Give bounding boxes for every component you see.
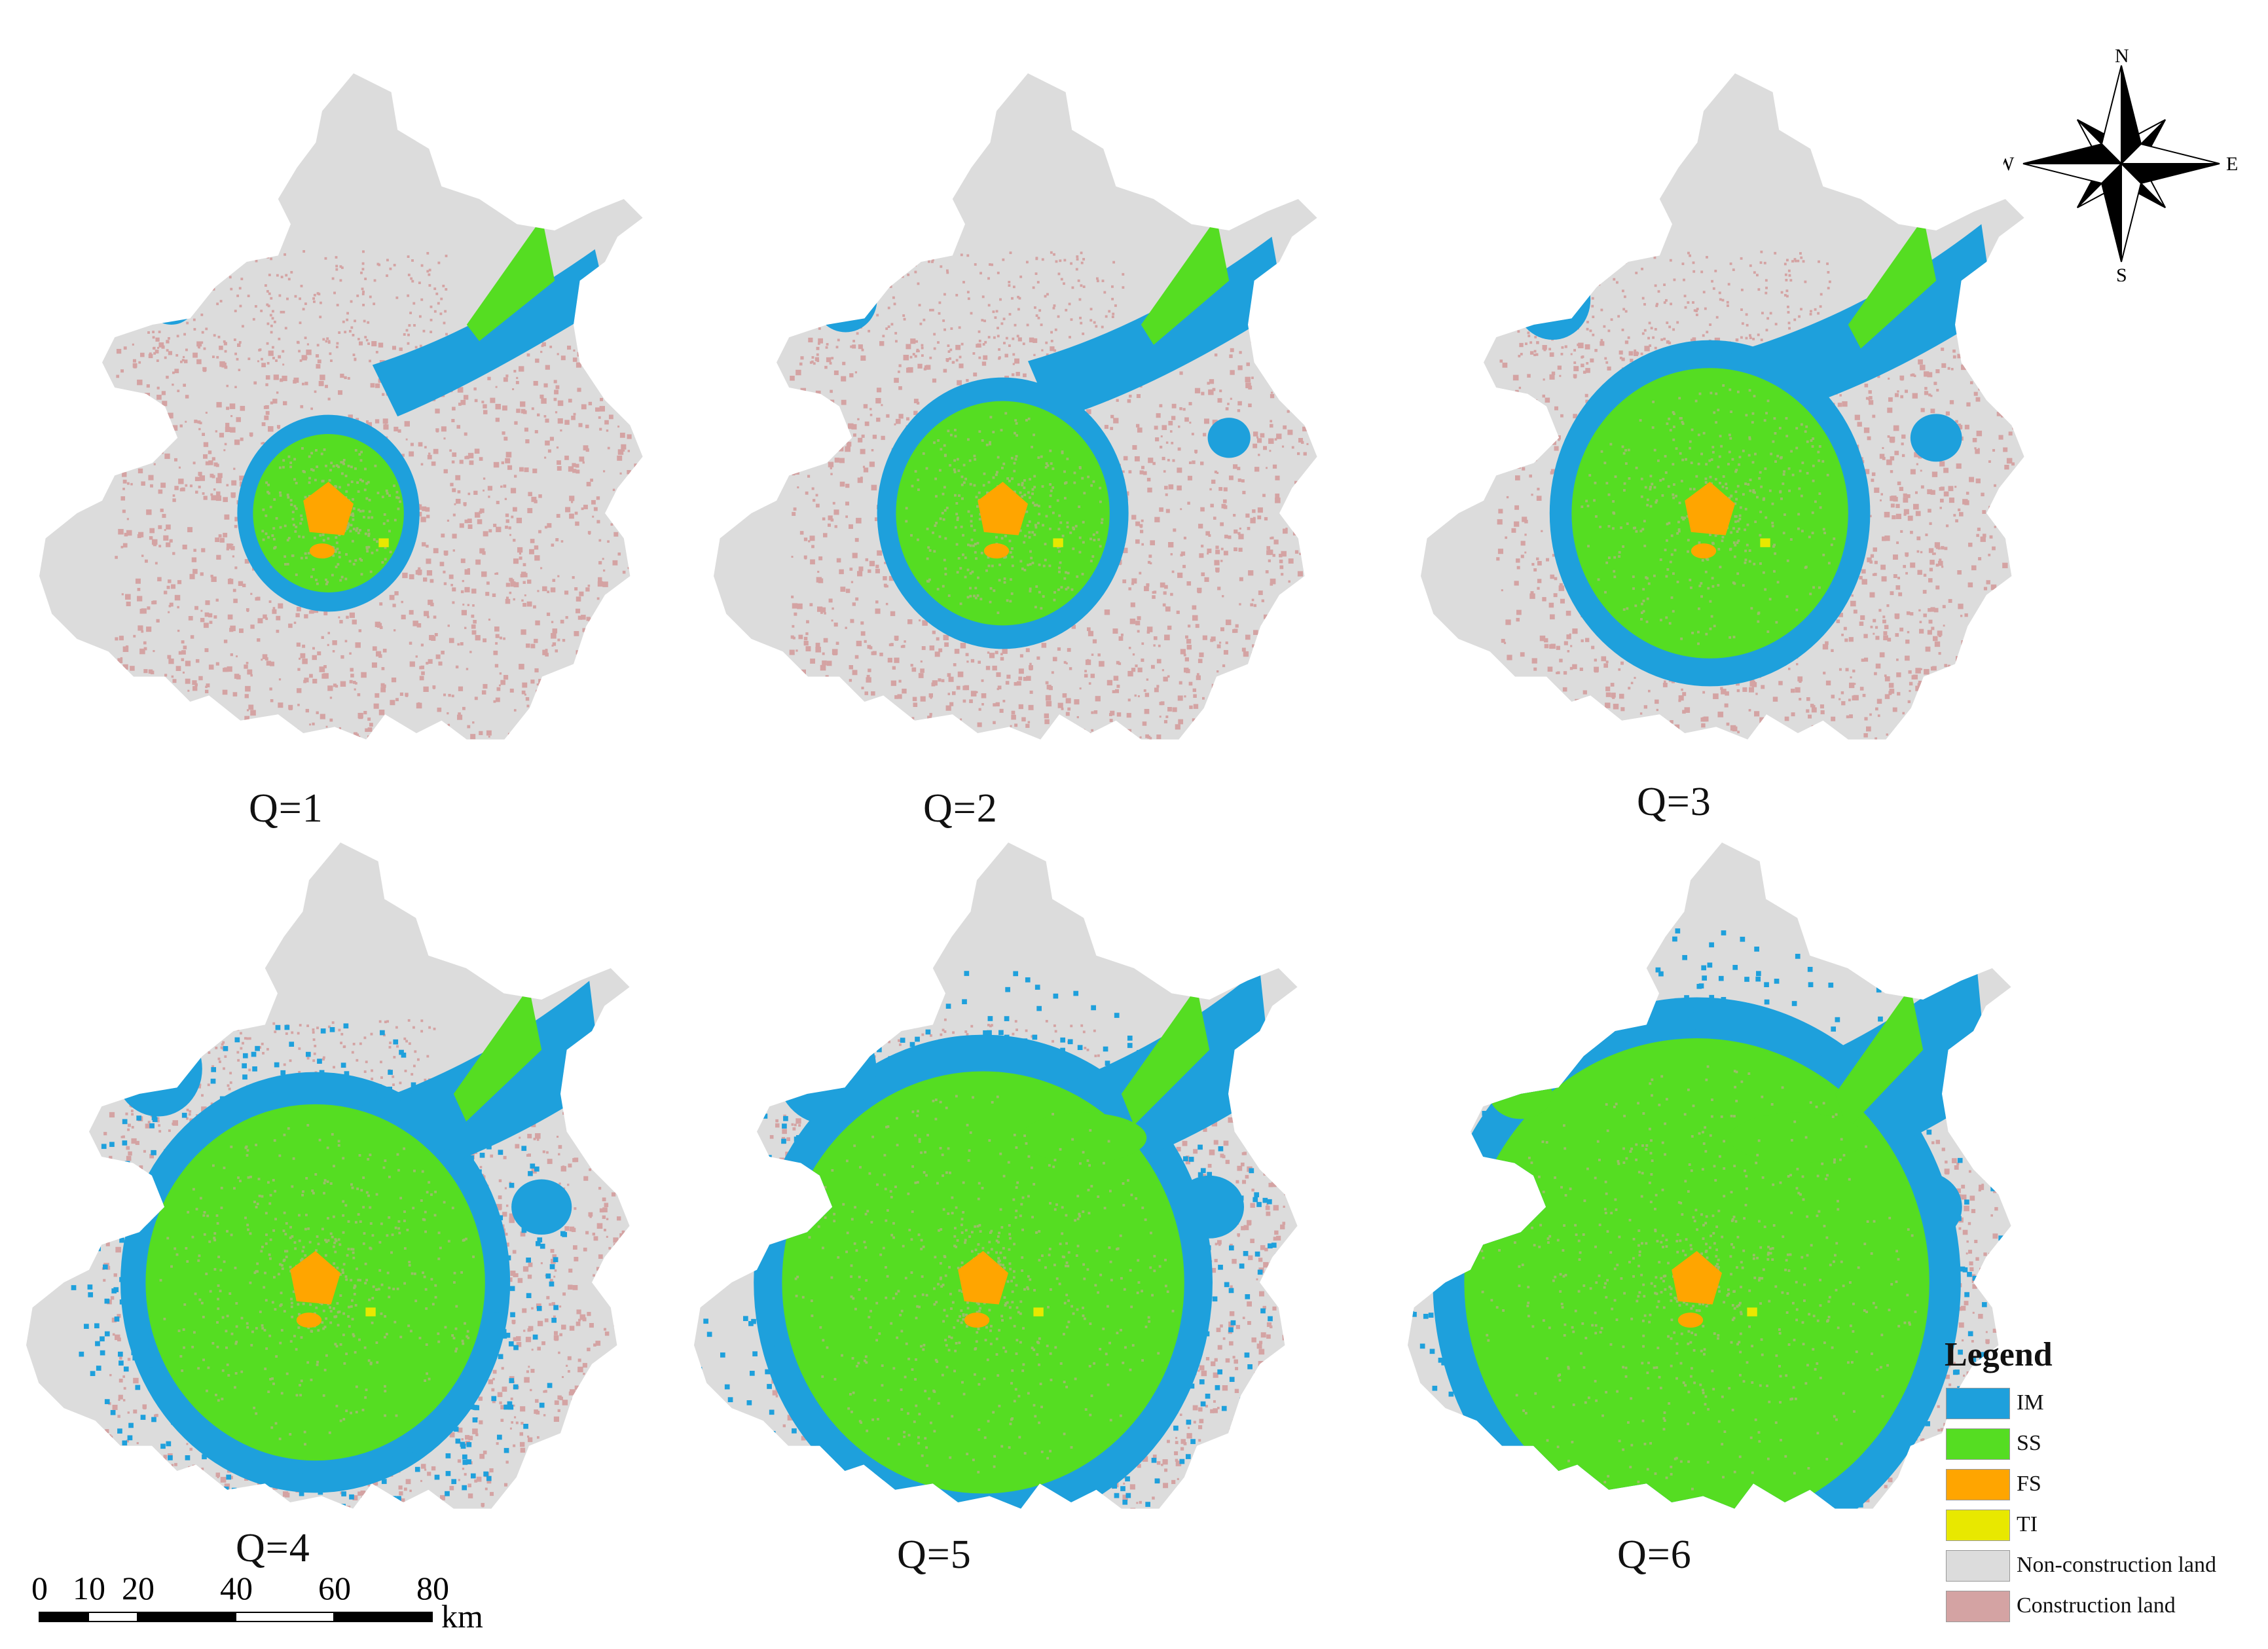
- map-panel-q5: [694, 843, 1298, 1509]
- scale-tick-label: 10: [73, 1570, 105, 1606]
- compass-label-n: N: [2115, 45, 2129, 67]
- legend-swatch: [1946, 1550, 2010, 1582]
- scale-tick-label: 80: [416, 1570, 449, 1606]
- ti-zone: [1760, 538, 1770, 547]
- compass-label-s: S: [2116, 264, 2127, 281]
- panel-label-q3: Q=3: [1637, 780, 1711, 824]
- legend-title: Legend: [1945, 1336, 2053, 1373]
- legend-item-IM: IM: [1946, 1388, 2247, 1421]
- panel-label-q2: Q=2: [923, 786, 998, 831]
- scale-unit-label: km: [441, 1598, 483, 1635]
- legend-item-FS: FS: [1946, 1469, 2247, 1502]
- scale-tick-label: 0: [31, 1570, 48, 1606]
- legend: Legend IM SS FS TI Non-construction land Cons…: [1938, 1335, 2252, 1637]
- legend-swatch: [1946, 1428, 2010, 1460]
- north-arrow-compass: N S E W: [2003, 45, 2238, 281]
- scale-tick-label: 20: [122, 1570, 155, 1606]
- construction-speckle: [1480, 1065, 1917, 1504]
- panel-label-q1: Q=1: [249, 786, 323, 831]
- compass-label-w: W: [2003, 153, 2015, 175]
- map-panel-q6: [1408, 843, 2011, 1509]
- fs-zone: [1672, 1251, 1722, 1328]
- panel-label-q4: Q=4: [236, 1526, 310, 1570]
- panel-label-q6: Q=6: [1617, 1532, 1692, 1577]
- fs-zone: [290, 1251, 340, 1328]
- legend-label: FS: [2017, 1472, 2041, 1496]
- legend-label: TI: [2017, 1512, 2038, 1536]
- legend-label: SS: [2017, 1431, 2041, 1455]
- ti-zone: [1747, 1307, 1757, 1316]
- legend-item-non-construction: Non-construction land: [1946, 1550, 2247, 1583]
- compass-label-e: E: [2226, 153, 2238, 175]
- scale-segment: [39, 1612, 89, 1622]
- fs-zone: [958, 1251, 1008, 1328]
- ti-zone: [1033, 1307, 1044, 1316]
- scale-segment: [333, 1612, 433, 1622]
- ti-zone: [1053, 538, 1063, 547]
- legend-swatch: [1946, 1591, 2010, 1622]
- legend-label: IM: [2017, 1390, 2044, 1415]
- construction-speckle: [1581, 384, 1836, 645]
- fs-zone: [978, 482, 1028, 559]
- legend-swatch: [1946, 1469, 2010, 1500]
- scale-segment: [137, 1612, 236, 1622]
- map-panel-q2: [714, 73, 1317, 740]
- scale-tick-label: 40: [220, 1570, 253, 1606]
- scale-segment: [235, 1612, 335, 1622]
- fs-zone: [303, 482, 354, 559]
- legend-swatch: [1946, 1510, 2010, 1541]
- map-panel-q3: [1421, 73, 2024, 740]
- legend-item-TI: TI: [1946, 1510, 2247, 1542]
- scale-segment: [88, 1612, 138, 1622]
- panel-label-q5: Q=5: [897, 1532, 972, 1577]
- legend-item-SS: SS: [1946, 1428, 2247, 1461]
- map-panel-q1: [39, 73, 643, 740]
- map-panel-q4: [26, 843, 630, 1509]
- ti-zone: [365, 1307, 376, 1316]
- fs-zone: [1685, 482, 1735, 559]
- non-construction-land-area: [39, 73, 643, 740]
- legend-label: Non-construction land: [2017, 1553, 2216, 1577]
- legend-label: Construction land: [2017, 1593, 2176, 1618]
- scale-tick-label: 60: [318, 1570, 351, 1606]
- ti-zone: [378, 538, 389, 547]
- legend-item-construction: Construction land: [1946, 1591, 2247, 1623]
- legend-swatch: [1946, 1388, 2010, 1419]
